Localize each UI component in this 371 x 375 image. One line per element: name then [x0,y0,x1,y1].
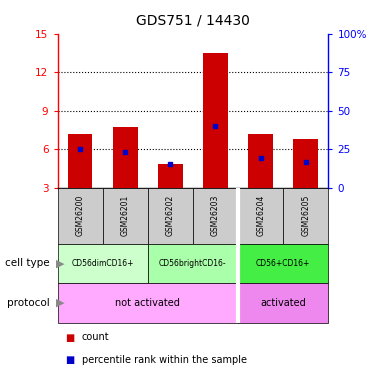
Bar [248,134,273,188]
Bar [58,244,148,283]
Bar [58,283,238,322]
Text: GSM26203: GSM26203 [211,195,220,236]
Bar [113,127,138,188]
Text: protocol: protocol [7,298,50,308]
Text: CD56dimCD16+: CD56dimCD16+ [71,259,134,268]
Bar [193,188,238,244]
Text: GSM26200: GSM26200 [76,195,85,236]
Text: GSM26202: GSM26202 [166,195,175,236]
Text: CD56brightCD16-: CD56brightCD16- [159,259,227,268]
Bar [238,283,328,322]
Bar [68,134,92,188]
Bar [58,188,103,244]
Text: CD56+CD16+: CD56+CD16+ [256,259,311,268]
Bar [158,164,183,188]
Bar [148,244,238,283]
Bar [148,188,193,244]
Bar [238,188,283,244]
Text: activated: activated [260,298,306,308]
Text: ▶: ▶ [56,298,64,308]
Bar [283,188,328,244]
Text: not activated: not activated [115,298,180,308]
Bar [293,139,318,188]
Text: ▶: ▶ [56,258,64,268]
Text: ■: ■ [65,333,74,342]
Text: count: count [82,333,109,342]
Bar [238,244,328,283]
Text: ■: ■ [65,355,74,365]
Bar [103,188,148,244]
Text: GSM26201: GSM26201 [121,195,130,236]
Text: GDS751 / 14430: GDS751 / 14430 [136,13,250,27]
Text: cell type: cell type [6,258,50,268]
Text: GSM26204: GSM26204 [256,195,265,236]
Bar [203,53,228,188]
Text: percentile rank within the sample: percentile rank within the sample [82,355,247,365]
Text: GSM26205: GSM26205 [301,195,310,236]
